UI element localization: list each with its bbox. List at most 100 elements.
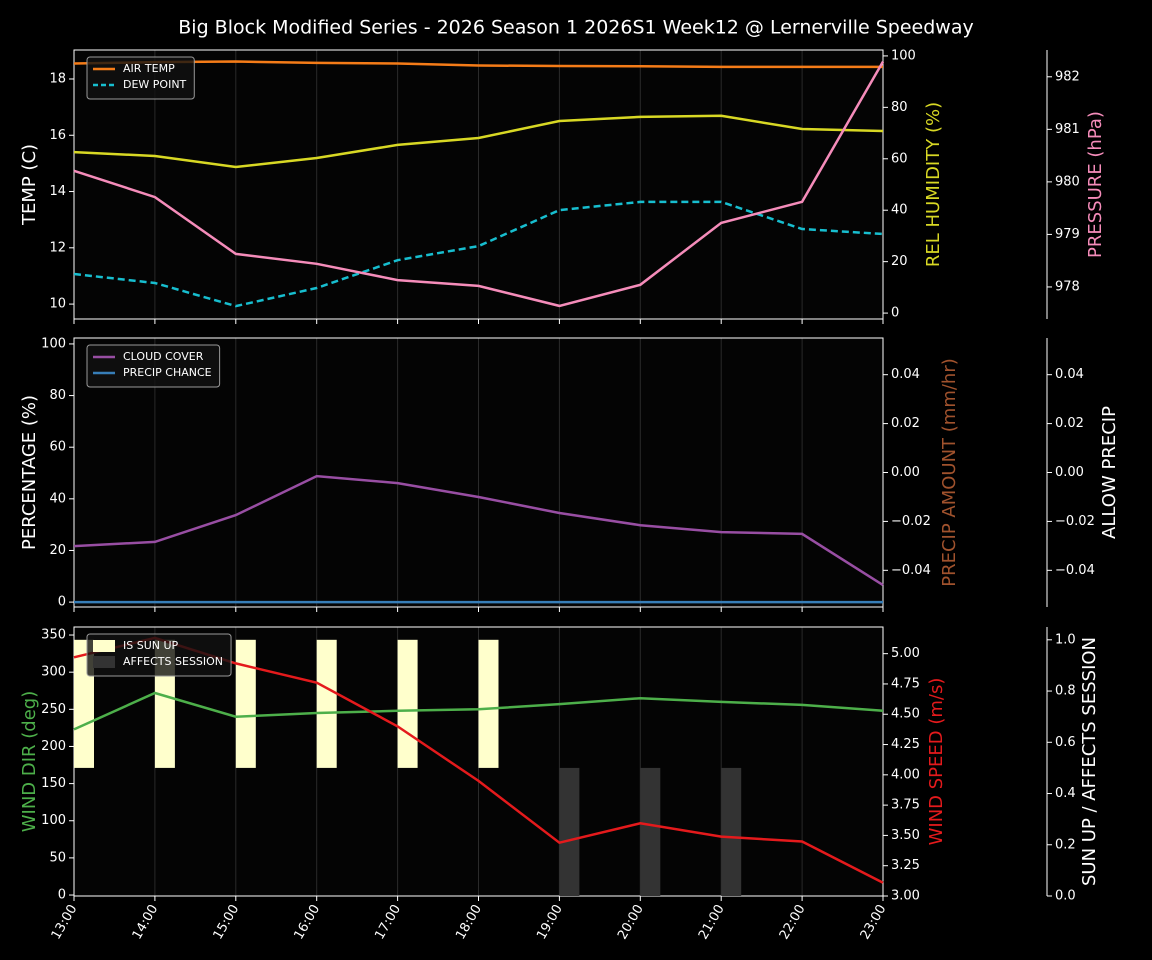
- y2-tick-label: 0.00: [891, 465, 920, 480]
- y2-tick-label: −0.04: [891, 563, 931, 578]
- y2-tick-label: 40: [891, 203, 908, 218]
- y2-tick-label: 3.75: [891, 798, 920, 813]
- legend-box: [86, 344, 221, 388]
- legend-label: AFFECTS SESSION: [123, 655, 223, 668]
- legend-swatch: [93, 640, 115, 652]
- legend: CLOUD COVER PRECIP CHANCE: [86, 344, 221, 388]
- legend-label: DEW POINT: [123, 78, 187, 91]
- y2-tick-label: 3.50: [891, 828, 920, 843]
- y3-tick-label: −0.02: [1055, 514, 1095, 529]
- y3-tick-label: 0.00: [1055, 465, 1084, 480]
- legend-box: [86, 56, 195, 100]
- y-tick-label: 16: [49, 128, 66, 143]
- y2-tick-label: 100: [891, 48, 916, 63]
- y3-tick-label: −0.04: [1055, 563, 1095, 578]
- y3-axis-label: PRESSURE (hPa): [1085, 111, 1106, 258]
- legend-swatch: [93, 656, 115, 668]
- y3-tick-label: 0.0: [1055, 889, 1076, 904]
- y3-tick-label: 0.6: [1055, 735, 1076, 750]
- y3-tick-label: 0.8: [1055, 684, 1076, 699]
- y-tick-label: 10: [49, 297, 66, 312]
- bar: [640, 767, 661, 896]
- y3-tick-label: 0.4: [1055, 786, 1076, 801]
- legend-label: CLOUD COVER: [123, 350, 204, 363]
- y-tick-label: 14: [49, 184, 66, 199]
- y-tick-label: 350: [41, 628, 66, 643]
- y3-axis-label: ALLOW PRECIP: [1099, 406, 1120, 539]
- y2-tick-label: 3.25: [891, 858, 920, 873]
- y2-tick-label: 60: [891, 151, 908, 166]
- y2-tick-label: 4.25: [891, 737, 920, 752]
- series-line: [73, 200, 884, 308]
- y-tick-label: 80: [49, 388, 66, 403]
- y-tick-label: 0: [58, 888, 66, 903]
- chart-title: Big Block Modified Series - 2026 Season …: [178, 17, 973, 39]
- y-tick-label: 100: [41, 813, 66, 828]
- y2-axis-label: WIND SPEED (m/s): [926, 678, 947, 846]
- y3-tick-label: 980: [1055, 174, 1080, 189]
- x-tick-label: 13:00: [49, 902, 81, 942]
- y3-tick-label: 1.0: [1055, 632, 1076, 647]
- bar: [478, 639, 499, 768]
- plot-frame: [73, 337, 884, 608]
- series-line: [73, 114, 884, 169]
- y-tick-label: 20: [49, 543, 66, 558]
- y-tick-label: 250: [41, 702, 66, 717]
- y2-tick-label: 20: [891, 254, 908, 269]
- y3-tick-label: 0.2: [1055, 837, 1076, 852]
- y3-tick-label: 982: [1055, 69, 1080, 84]
- y2-tick-label: 3.00: [891, 889, 920, 904]
- y3-axis-label: SUN UP / AFFECTS SESSION: [1079, 637, 1100, 886]
- y-tick-label: 40: [49, 491, 66, 506]
- y2-tick-label: 0.02: [891, 416, 920, 431]
- y-axis-label: WIND DIR (deg): [19, 691, 40, 833]
- y-axis-label: TEMP (C): [19, 144, 40, 226]
- x-tick-label: 15:00: [211, 902, 243, 942]
- x-tick-label: 23:00: [858, 902, 890, 942]
- y3-tick-label: 0.04: [1055, 367, 1084, 382]
- x-tick-label: 14:00: [130, 902, 162, 942]
- x-tick-label: 18:00: [453, 902, 485, 942]
- y2-tick-label: 4.50: [891, 707, 920, 722]
- y-tick-label: 200: [41, 739, 66, 754]
- bar: [316, 639, 337, 768]
- legend: AIR TEMP DEW POINT: [86, 56, 195, 100]
- y2-tick-label: 4.75: [891, 676, 920, 691]
- y-tick-label: 18: [49, 71, 66, 86]
- y2-tick-label: −0.02: [891, 514, 931, 529]
- y-tick-label: 150: [41, 776, 66, 791]
- y-tick-label: 300: [41, 665, 66, 680]
- y3-tick-label: 981: [1055, 122, 1080, 137]
- x-tick-label: 17:00: [372, 902, 404, 942]
- y2-axis-label: PRECIP AMOUNT (mm/hr): [939, 358, 960, 587]
- y2-axis-label: REL HUMIDITY (%): [923, 102, 944, 267]
- y-tick-label: 60: [49, 440, 66, 455]
- legend-label: AIR TEMP: [123, 62, 175, 75]
- bar: [235, 639, 256, 768]
- y2-tick-label: 80: [891, 100, 908, 115]
- y3-tick-label: 979: [1055, 227, 1080, 242]
- y2-tick-label: 0: [891, 306, 899, 321]
- y-tick-label: 100: [41, 336, 66, 351]
- series-line: [73, 474, 884, 587]
- bar: [721, 767, 742, 896]
- y3-tick-label: 978: [1055, 279, 1080, 294]
- y-tick-label: 0: [58, 595, 66, 610]
- legend-box: [86, 633, 232, 677]
- y-tick-label: 50: [49, 850, 66, 865]
- legend-label: PRECIP CHANCE: [123, 366, 212, 379]
- y2-tick-label: 4.00: [891, 767, 920, 782]
- bar: [559, 767, 580, 896]
- y3-tick-label: 0.02: [1055, 416, 1084, 431]
- x-tick-label: 21:00: [696, 902, 728, 942]
- legend-label: IS SUN UP: [123, 639, 179, 652]
- x-tick-label: 20:00: [615, 902, 647, 942]
- series-line: [73, 60, 883, 69]
- series-line: [73, 60, 885, 308]
- y2-tick-label: 0.04: [891, 367, 920, 382]
- x-tick-label: 16:00: [291, 902, 323, 942]
- y-tick-label: 12: [49, 240, 66, 255]
- bar: [397, 639, 418, 768]
- series-line: [73, 691, 884, 731]
